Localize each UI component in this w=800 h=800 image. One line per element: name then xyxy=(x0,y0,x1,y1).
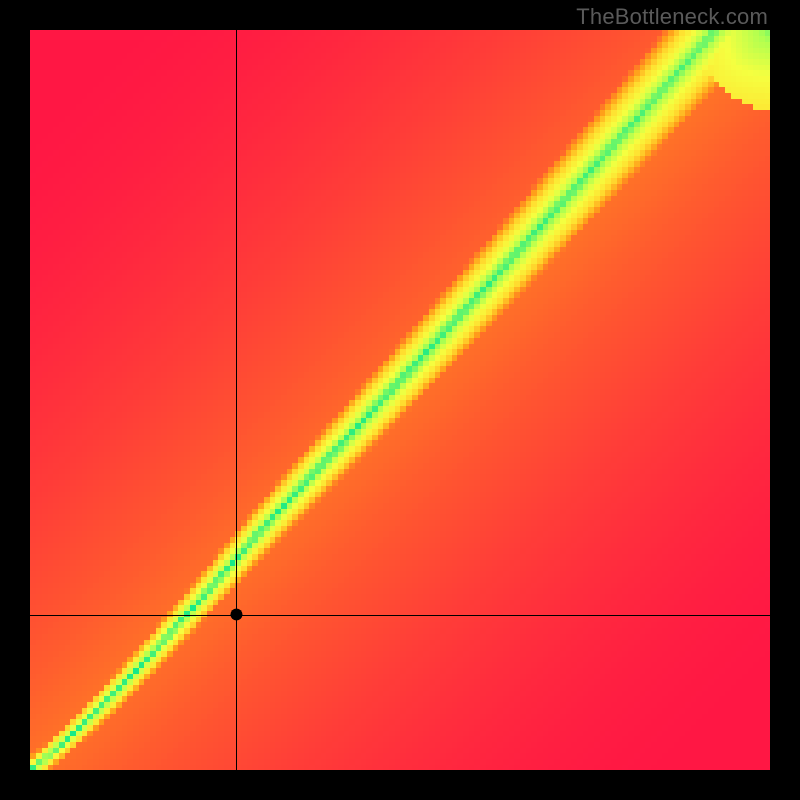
heatmap-canvas xyxy=(30,30,770,770)
heatmap-plot xyxy=(30,30,770,770)
watermark-text: TheBottleneck.com xyxy=(576,4,768,30)
chart-frame: TheBottleneck.com xyxy=(0,0,800,800)
